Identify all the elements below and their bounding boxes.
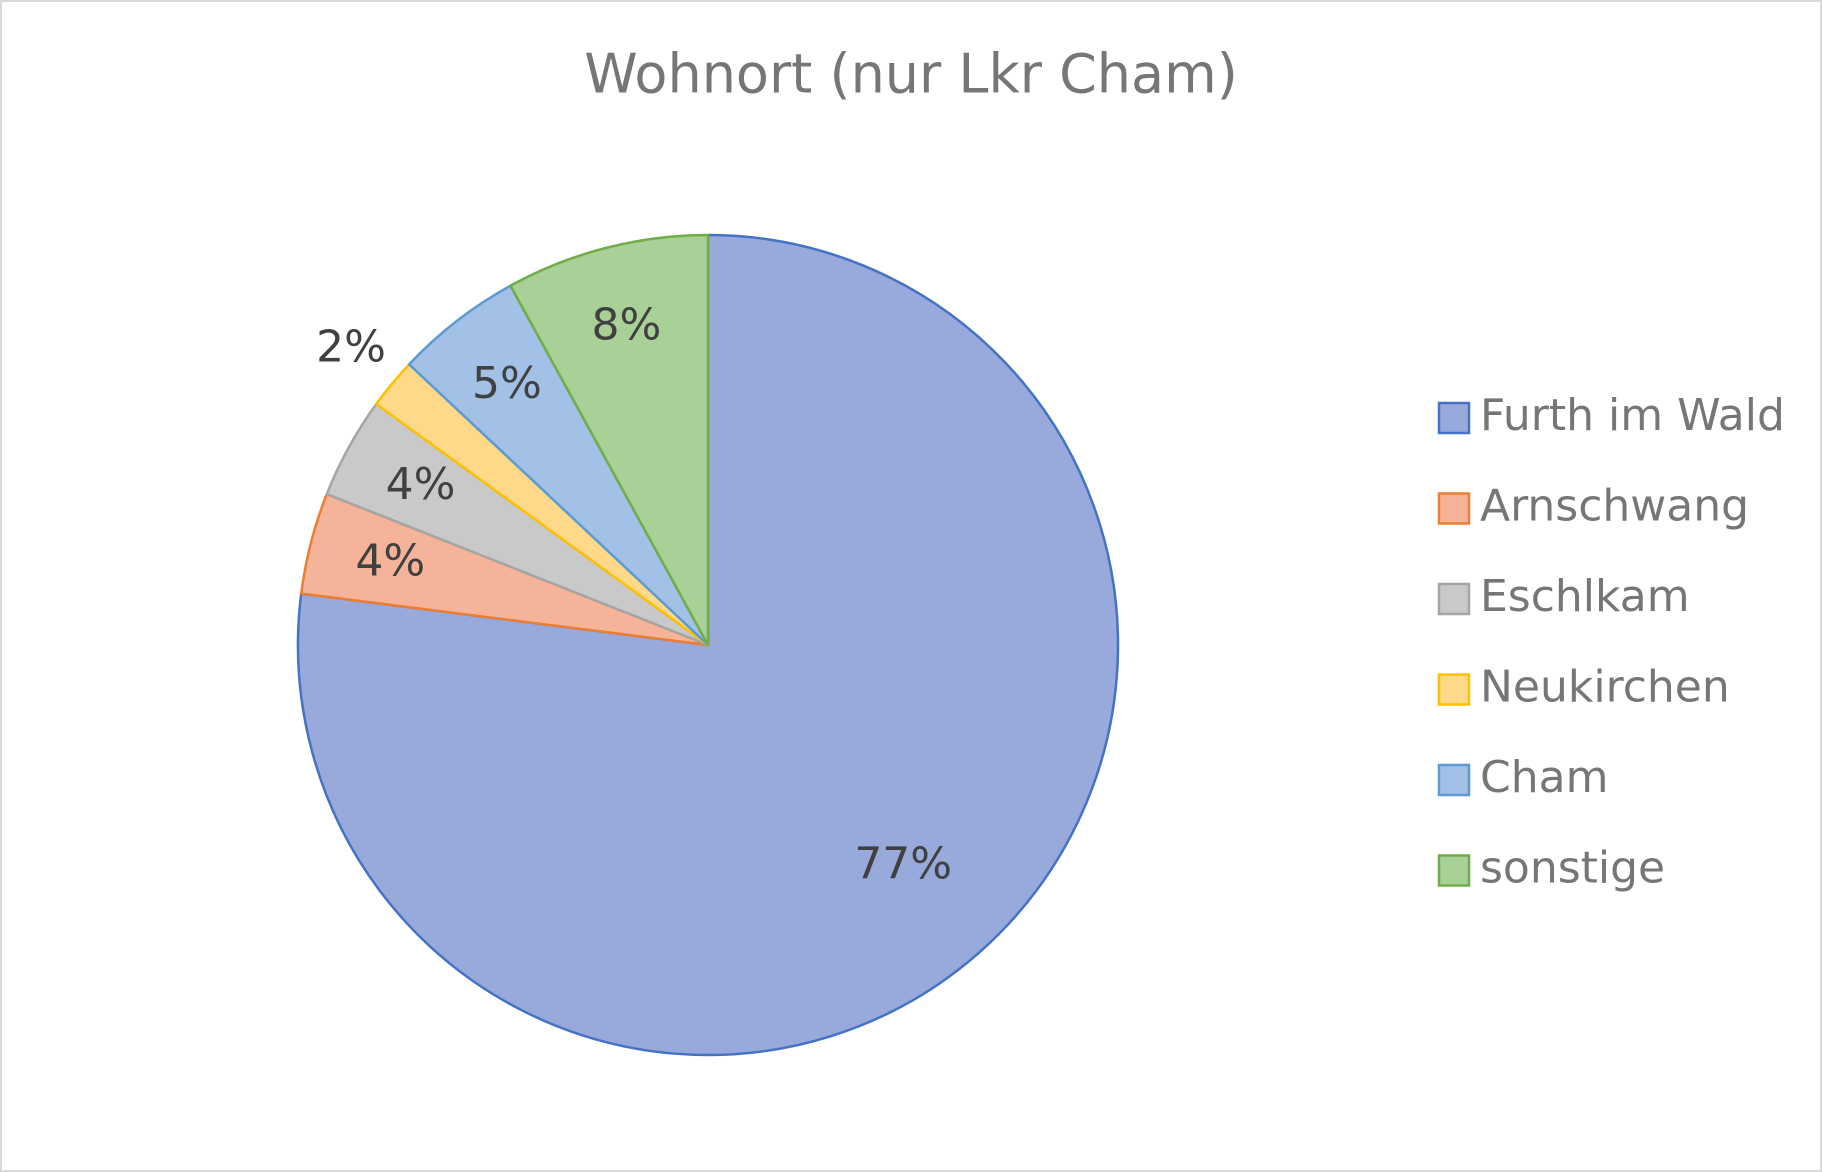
chart-title: Wohnort (nur Lkr Cham)	[584, 43, 1238, 106]
legend-label: Cham	[1480, 752, 1608, 803]
legend-swatch	[1437, 854, 1471, 887]
legend-label: Furth im Wald	[1480, 390, 1785, 441]
data-label: 4%	[386, 459, 456, 510]
pie-slice	[296, 233, 1120, 1057]
legend-label: Neukirchen	[1480, 662, 1730, 713]
data-label: 2%	[316, 322, 386, 373]
legend-label: sonstige	[1480, 843, 1665, 894]
data-label: 8%	[592, 299, 662, 350]
legend-swatch	[1437, 582, 1471, 616]
data-label: 4%	[355, 535, 425, 586]
legend-swatch	[1437, 492, 1471, 525]
legend-label: Eschlkam	[1480, 571, 1690, 622]
legend-label: Arnschwang	[1480, 481, 1749, 532]
legend-swatch	[1437, 401, 1471, 435]
legend-swatch	[1437, 673, 1471, 706]
pie-slice	[509, 233, 710, 647]
data-label: 77%	[854, 838, 952, 889]
legend-swatch	[1437, 763, 1471, 797]
data-label: 5%	[472, 358, 542, 409]
